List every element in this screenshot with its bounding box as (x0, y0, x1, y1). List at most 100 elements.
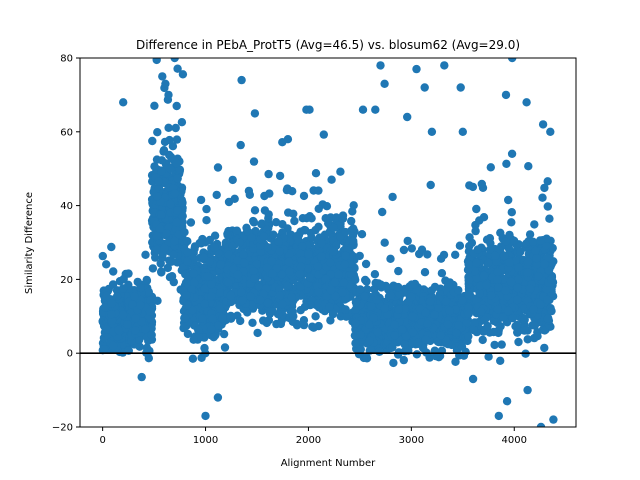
data-point (228, 241, 238, 250)
data-point (412, 350, 422, 359)
data-point (183, 257, 192, 266)
data-point (172, 135, 182, 144)
data-point (441, 297, 451, 306)
data-point (361, 259, 371, 269)
data-point (351, 275, 360, 285)
data-point (489, 316, 499, 326)
data-point (265, 189, 274, 198)
data-point (454, 286, 463, 295)
data-point (102, 291, 111, 301)
data-point (538, 120, 548, 129)
data-point (223, 230, 232, 240)
data-point (547, 275, 556, 284)
data-point (356, 285, 365, 294)
data-point (328, 310, 338, 319)
data-point (183, 237, 192, 246)
data-point (386, 254, 395, 263)
data-point (341, 227, 350, 237)
data-point (470, 319, 479, 329)
data-point (502, 397, 512, 406)
data-point (248, 318, 257, 327)
data-point (189, 269, 198, 278)
data-point (230, 194, 239, 203)
data-point (472, 258, 481, 268)
data-point (256, 241, 265, 250)
data-point (525, 230, 535, 239)
data-point (355, 251, 364, 261)
data-point (362, 354, 372, 363)
data-point (275, 171, 285, 181)
data-point (416, 317, 426, 326)
data-point (347, 216, 356, 226)
data-point (107, 242, 116, 252)
data-point (507, 208, 516, 217)
data-point (334, 270, 343, 279)
data-point (317, 239, 326, 248)
data-point (216, 288, 225, 297)
data-point (99, 345, 109, 354)
data-point (534, 272, 543, 281)
data-point (436, 254, 446, 263)
data-point (150, 162, 159, 171)
data-point (430, 310, 439, 319)
data-point (473, 245, 482, 254)
data-point (457, 342, 467, 351)
data-point (394, 282, 403, 292)
data-point (420, 268, 430, 277)
data-point (421, 308, 430, 317)
data-point (213, 163, 223, 172)
data-point (412, 64, 421, 74)
data-point (214, 321, 223, 330)
data-point (198, 314, 207, 323)
data-point (264, 210, 273, 219)
data-point (311, 169, 321, 178)
data-point (408, 312, 417, 321)
data-point (417, 245, 427, 254)
data-point (536, 300, 545, 309)
data-point (108, 280, 118, 289)
data-point (486, 291, 496, 300)
data-point (338, 288, 347, 297)
data-point (275, 291, 284, 300)
data-point (161, 79, 170, 89)
data-point (213, 393, 223, 402)
data-point (172, 101, 181, 111)
data-point (503, 306, 513, 316)
data-point (247, 233, 256, 242)
data-point (190, 278, 199, 287)
data-point (506, 277, 516, 287)
data-point (141, 250, 150, 259)
y-tick-label: 80 (60, 54, 73, 65)
data-point (531, 246, 540, 255)
data-point (157, 167, 166, 176)
data-point (153, 128, 162, 137)
data-point (268, 269, 277, 278)
data-point (475, 289, 484, 298)
y-tick-label: 0 (67, 349, 73, 360)
data-point (309, 323, 318, 332)
data-point (498, 313, 508, 322)
data-point (249, 157, 259, 166)
data-point (456, 83, 465, 92)
data-point (239, 258, 249, 268)
data-point (145, 307, 155, 316)
data-point (147, 330, 156, 340)
data-point (199, 253, 209, 262)
data-point (148, 264, 158, 273)
data-point (250, 274, 259, 283)
data-point (200, 284, 210, 293)
y-tick-label: 40 (60, 201, 73, 212)
data-point (340, 260, 350, 269)
data-point (152, 245, 162, 255)
data-point (482, 280, 491, 290)
data-point (338, 211, 348, 220)
data-point (351, 298, 361, 307)
data-point (170, 236, 179, 246)
data-point (233, 270, 243, 280)
data-point (141, 325, 150, 334)
data-point (351, 339, 360, 348)
data-point (263, 298, 272, 308)
data-point (322, 202, 332, 211)
data-point (533, 332, 542, 341)
